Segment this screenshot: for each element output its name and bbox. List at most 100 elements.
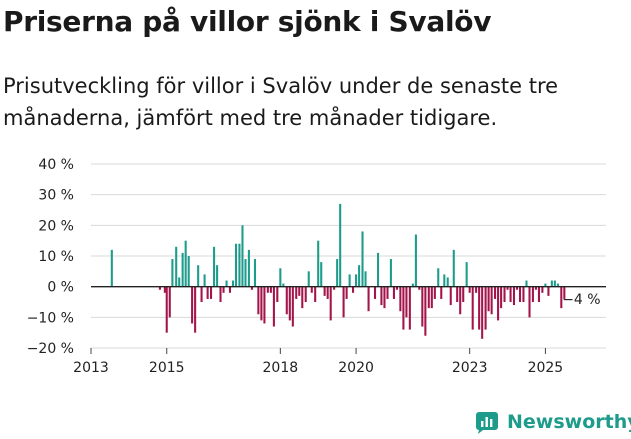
bar xyxy=(547,286,550,296)
bar xyxy=(465,262,468,287)
bar xyxy=(342,286,345,318)
bar xyxy=(197,265,200,287)
bar xyxy=(373,286,377,299)
bar xyxy=(257,286,260,315)
bar xyxy=(487,286,490,312)
bar xyxy=(519,286,522,302)
bar xyxy=(531,286,534,302)
bar xyxy=(563,286,566,299)
bar xyxy=(247,249,250,287)
bar xyxy=(446,277,449,287)
bar xyxy=(336,259,339,287)
bar xyxy=(291,286,294,327)
bar xyxy=(471,286,474,330)
bar xyxy=(402,286,405,330)
y-tick-label: 0 % xyxy=(47,280,74,296)
brand-name: Newsworthy xyxy=(507,411,631,433)
bar xyxy=(241,225,244,287)
bar xyxy=(238,243,241,287)
bar xyxy=(355,274,358,287)
y-tick-label: 10 % xyxy=(38,249,74,265)
bar xyxy=(537,286,541,302)
newsworthy-logo[interactable]: Newsworthy xyxy=(475,407,631,437)
bar xyxy=(194,286,197,333)
bar xyxy=(260,286,263,321)
bar xyxy=(452,249,455,287)
x-tick-label: 2013 xyxy=(73,360,109,376)
bar xyxy=(314,286,317,302)
bar xyxy=(405,286,408,318)
bar xyxy=(282,283,285,287)
bar xyxy=(304,286,307,302)
bar xyxy=(234,243,238,287)
bar xyxy=(352,286,355,293)
bar xyxy=(494,286,497,299)
bar xyxy=(364,271,367,287)
bar xyxy=(285,286,288,315)
bar xyxy=(380,286,383,306)
bar xyxy=(462,286,465,302)
bar xyxy=(206,286,209,299)
bar xyxy=(279,268,282,287)
bar xyxy=(219,286,222,302)
x-tick-label: 2025 xyxy=(528,360,564,376)
bar xyxy=(506,286,509,290)
bar xyxy=(171,259,174,287)
bar xyxy=(250,286,253,290)
bar xyxy=(399,286,402,312)
bar xyxy=(323,286,326,296)
bar xyxy=(320,262,323,287)
bar xyxy=(440,286,443,299)
bar xyxy=(301,286,304,309)
bar xyxy=(509,286,512,302)
bar xyxy=(307,271,310,287)
bar xyxy=(392,286,395,299)
bar xyxy=(449,286,452,306)
chart-title: Priserna på villor sjönk i Svalöv xyxy=(3,5,492,38)
bar xyxy=(165,286,168,333)
bar xyxy=(288,286,291,321)
x-tick-label: 2020 xyxy=(338,360,374,376)
labels: −20 % −10 % 0 % 10 % 20 % 30 % 40 % 2013 2015 201… xyxy=(27,157,601,376)
bar xyxy=(345,286,348,299)
bar xyxy=(383,286,386,309)
bar xyxy=(377,252,380,287)
bar xyxy=(175,246,178,287)
newsworthy-logo-icon xyxy=(476,412,498,434)
bar xyxy=(456,286,459,302)
bar xyxy=(478,286,481,330)
bar xyxy=(110,249,113,287)
bar xyxy=(326,286,329,299)
bar xyxy=(298,286,301,296)
bar xyxy=(191,286,194,324)
bar-chart: −20 % −10 % 0 % 10 % 20 % 30 % 40 % 2013 2015 201… xyxy=(27,157,606,376)
bar xyxy=(310,286,313,293)
bar xyxy=(210,286,213,299)
bar xyxy=(424,286,427,336)
bar xyxy=(395,286,399,290)
bar xyxy=(430,286,433,309)
bar xyxy=(550,280,553,287)
bar xyxy=(213,246,216,287)
bars xyxy=(110,203,566,339)
bar xyxy=(556,283,559,287)
bar xyxy=(178,277,181,287)
bar xyxy=(367,286,370,312)
bar xyxy=(497,286,500,321)
y-tick-label: 20 % xyxy=(38,218,74,234)
bar xyxy=(433,286,436,299)
bar xyxy=(348,274,351,287)
bar xyxy=(484,286,487,330)
bar xyxy=(408,286,411,330)
bar xyxy=(231,280,235,287)
x-tick-label: 2015 xyxy=(149,360,185,376)
subtitle-line-2: månaderna, jämfört med tre månader tidig… xyxy=(3,106,498,130)
bar xyxy=(515,286,519,290)
bar xyxy=(317,240,320,287)
bar xyxy=(339,203,342,287)
y-tick-label: −10 % xyxy=(27,310,74,326)
bar xyxy=(541,286,544,293)
bar xyxy=(427,286,430,309)
bar xyxy=(544,283,547,287)
bar xyxy=(560,286,563,309)
